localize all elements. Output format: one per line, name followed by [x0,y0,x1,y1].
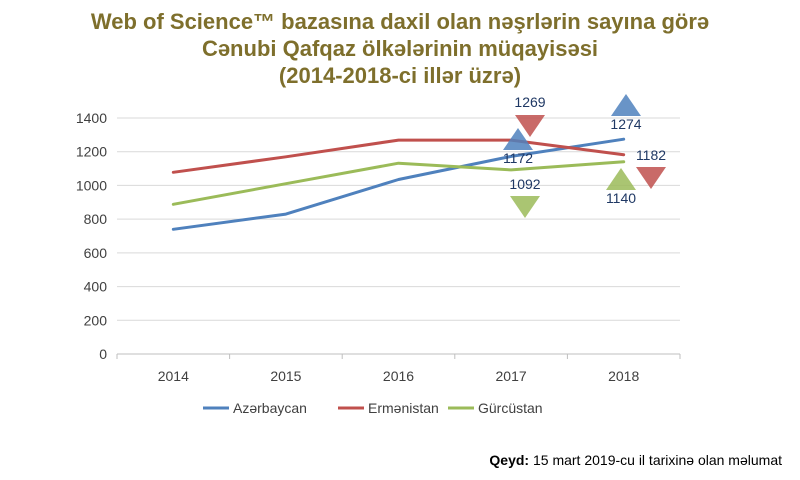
legend-label-2: Gürcüstan [478,400,543,416]
chart-title-line-1: Web of Science™ bazasına daxil olan nəşr… [90,9,710,34]
legend-label-1: Ermənistan [368,400,439,416]
x-tick-label-2014: 2014 [158,368,189,384]
y-tick-label-600: 600 [84,245,108,261]
annotation-triangle-3 [611,94,641,116]
annotation-triangle-0 [515,115,545,137]
x-tick-label-2015: 2015 [270,368,301,384]
chart-title: Web of Science™ bazasına daxil olan nəşr… [0,8,800,89]
annotation-triangle-1 [503,128,533,150]
annotation-label-3: 1274 [610,116,641,132]
y-tick-label-1200: 1200 [76,144,107,160]
x-tick-label-2017: 2017 [496,368,527,384]
footnote-text: 15 mart 2019-cu il tarixinə olan məlumat [529,452,782,468]
annotation-label-1: 1172 [503,150,533,166]
annotation-label-0: 1269 [514,94,545,110]
footnote-label: Qeyd: [489,452,530,468]
y-tick-label-1000: 1000 [76,177,107,193]
y-tick-label-0: 0 [99,346,107,362]
series-line-0 [171,137,626,231]
annotation-triangle-5 [606,168,636,190]
legend-label-0: Azərbaycan [233,400,307,416]
y-tick-label-800: 800 [84,211,108,227]
chart-title-line-2: Cənubi Qafqaz ölkələrinin müqayisəsi [201,36,599,61]
annotation-triangle-2 [510,196,540,218]
annotation-label-5: 1140 [606,190,636,206]
y-tick-label-1400: 1400 [76,110,107,126]
y-tick-label-400: 400 [84,279,108,295]
x-tick-label-2016: 2016 [383,368,414,384]
series-line-2 [171,160,626,206]
series-line-1 [171,138,626,174]
annotation-label-4: 1182 [636,147,666,163]
y-tick-label-200: 200 [84,312,108,328]
x-tick-label-2018: 2018 [608,368,639,384]
footnote: Qeyd: 15 mart 2019-cu il tarixinə olan m… [489,452,782,468]
annotation-label-2: 1092 [509,176,540,192]
chart-title-line-3: (2014-2018-ci illər üzrə) [278,63,522,88]
annotation-triangle-4 [636,167,666,189]
